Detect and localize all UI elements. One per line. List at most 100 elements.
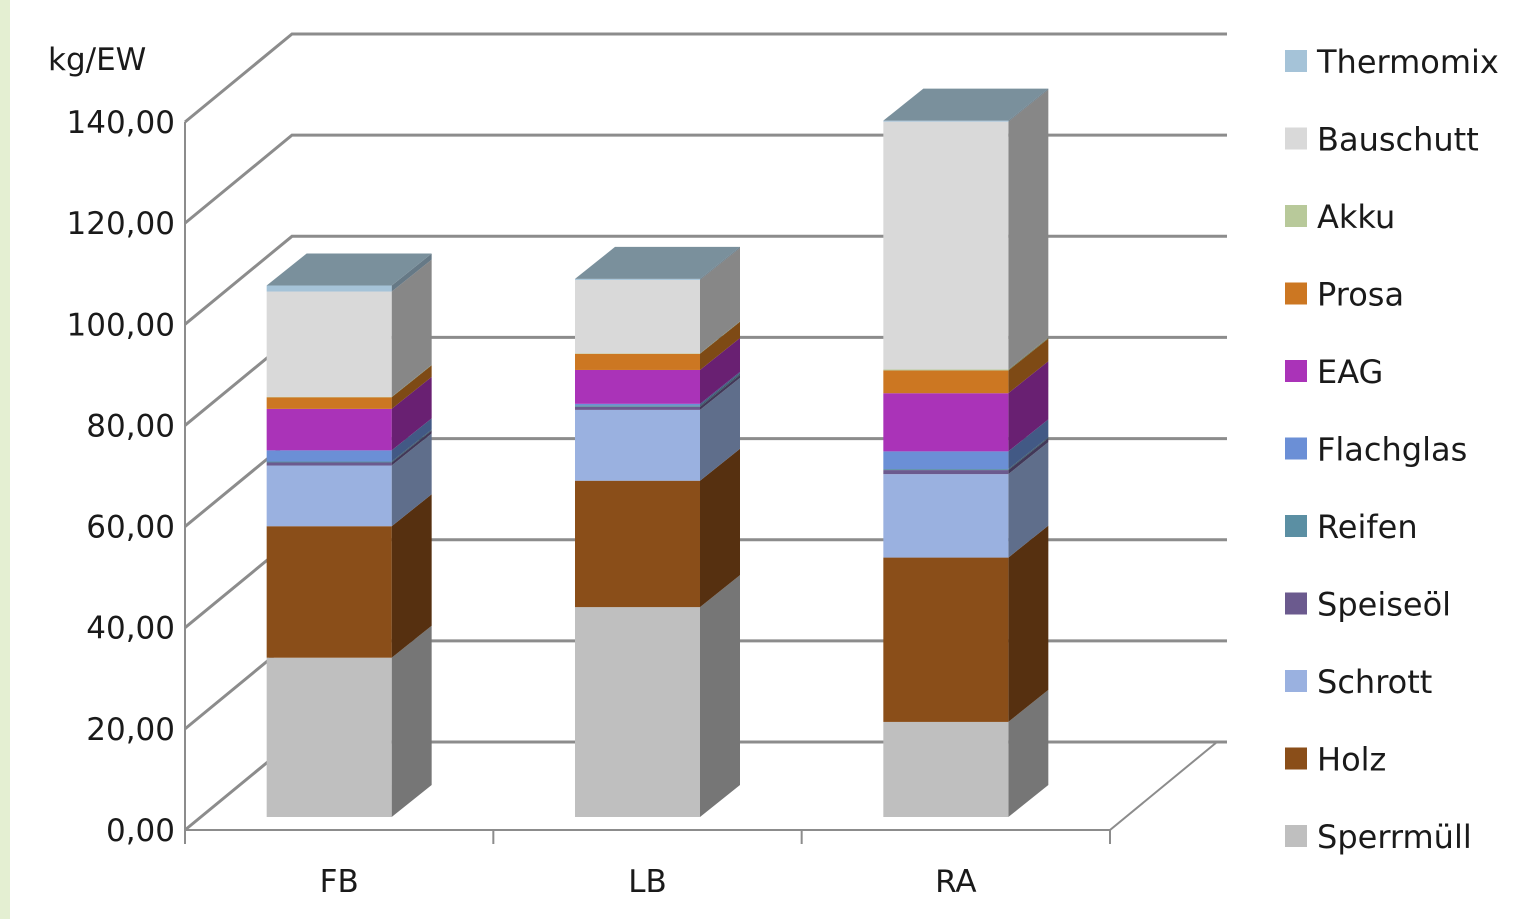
- bar-side-segment: [391, 259, 432, 397]
- bar-side-segment: [1008, 419, 1049, 470]
- bar-segment: [883, 721, 1009, 817]
- y-tick-label: 20,00: [86, 712, 175, 748]
- bar-segment: [883, 370, 1009, 394]
- bar-side-segment: [700, 246, 740, 280]
- bar-side-segment: [391, 429, 432, 463]
- bar-side-segment: [391, 253, 432, 292]
- legend-swatch: [1285, 50, 1307, 72]
- legend-swatch: [1285, 747, 1307, 770]
- legend-label: EAG: [1317, 353, 1383, 391]
- bar-segment: [266, 408, 392, 451]
- y-tick-label: 80,00: [86, 408, 175, 444]
- x-category-label: FB: [320, 864, 359, 900]
- bar-segment: [266, 526, 392, 658]
- bar-segment: [575, 480, 700, 608]
- bar-top-face: [266, 253, 432, 286]
- bar-segment: [883, 121, 1009, 370]
- bar-segment: [266, 462, 392, 466]
- bar-side-segment: [700, 448, 740, 608]
- bar-side-segment: [1008, 338, 1049, 394]
- legend-label: Speiseöl: [1317, 586, 1451, 624]
- legend-item: Prosa: [1285, 276, 1404, 314]
- legend: Thermomix Bauschutt Akku Prosa EAG Flachglas R…: [1285, 43, 1499, 856]
- bar-segment: [883, 369, 1009, 371]
- bar-top-face: [575, 246, 740, 279]
- gridline: [184, 32, 1227, 124]
- bar-segment: [883, 474, 1009, 558]
- bar-side-segment: [700, 373, 740, 407]
- y-tick-label: 120,00: [67, 206, 175, 242]
- legend-swatch: [1285, 282, 1307, 305]
- bar-segment: [266, 450, 392, 462]
- chart-area: 0,00 20,00 40,00 60,00 80,00 100,00 120,00 140,…: [10, 0, 1513, 919]
- legend-label: Sperrmüll: [1317, 818, 1472, 856]
- y-axis-label: kg/EW: [48, 42, 146, 78]
- legend-item: Thermomix: [1285, 43, 1499, 81]
- legend-label: Schrott: [1317, 663, 1432, 701]
- legend-swatch: [1285, 592, 1307, 615]
- bar-segment: [883, 393, 1009, 452]
- bar-segment: [883, 557, 1009, 722]
- bar-segment: [575, 279, 700, 354]
- axes: FB LB RA: [184, 122, 1111, 900]
- bar-segment: [575, 369, 700, 404]
- bar-segment: [575, 353, 700, 370]
- legend-item: EAG: [1285, 353, 1383, 391]
- legend-item: Reifen: [1285, 508, 1418, 546]
- bar-side-segment: [1008, 689, 1049, 817]
- bar-side-segment: [1008, 442, 1049, 558]
- legend-swatch: [1285, 515, 1307, 537]
- legend-item: Bauschutt: [1285, 121, 1479, 159]
- bar-side-segment: [700, 321, 740, 370]
- bar-top-face: [883, 88, 1049, 121]
- legend-item: Speiseöl: [1285, 586, 1451, 624]
- bar-side-segment: [1008, 88, 1049, 122]
- bar-segment: [575, 405, 700, 407]
- bar-side-segment: [391, 364, 432, 398]
- bar-side-segment: [391, 625, 432, 817]
- bar-segment: [266, 465, 392, 527]
- bar-segment: [266, 291, 392, 397]
- legend-label: Holz: [1317, 741, 1386, 779]
- bar-segment: [575, 403, 700, 406]
- bar-side-segment: [700, 337, 740, 404]
- legend-item: Holz: [1285, 741, 1386, 779]
- legend-label: Flachglas: [1317, 431, 1467, 469]
- bar-side-segment: [700, 374, 740, 410]
- legend-swatch: [1285, 127, 1307, 150]
- x-category-label: RA: [935, 864, 977, 900]
- bar-side-segment: [700, 575, 740, 817]
- bar-segment: [883, 470, 1009, 475]
- bar-side-segment: [1008, 437, 1049, 471]
- bar-segment: [883, 451, 1009, 470]
- bar-segment: [883, 120, 1009, 122]
- y-tick-label: 140,00: [67, 105, 175, 141]
- bar-side-segment: [700, 377, 740, 481]
- bar-side-segment: [391, 376, 432, 451]
- bar-side-segment: [391, 430, 432, 466]
- legend-label: Akku: [1317, 198, 1395, 236]
- legend-label: Bauschutt: [1317, 121, 1479, 159]
- bar-segment: [266, 396, 392, 398]
- legend-item: Akku: [1285, 198, 1395, 236]
- y-tick-label: 100,00: [67, 307, 175, 343]
- bar-side-segment: [1008, 337, 1049, 371]
- bar-segment: [575, 353, 700, 354]
- legend-label: Thermomix: [1316, 43, 1499, 81]
- bar-side-segment: [700, 371, 740, 406]
- bar-segment: [266, 461, 392, 463]
- bar-side-segment: [391, 365, 432, 409]
- y-tick-label: 0,00: [106, 813, 175, 849]
- bars: [266, 88, 1049, 817]
- bar-stack-ra: [883, 88, 1049, 817]
- bar-segment: [883, 469, 1009, 471]
- x-category-label: LB: [628, 864, 667, 900]
- legend-label: Reifen: [1317, 508, 1418, 546]
- legend-item: Flachglas: [1285, 431, 1467, 469]
- bar-segment: [266, 285, 392, 292]
- legend-label: Prosa: [1317, 276, 1404, 314]
- y-tick-label: 40,00: [86, 611, 175, 647]
- bar-side-segment: [700, 247, 740, 354]
- legend-swatch: [1285, 825, 1307, 847]
- bar-side-segment: [391, 494, 432, 658]
